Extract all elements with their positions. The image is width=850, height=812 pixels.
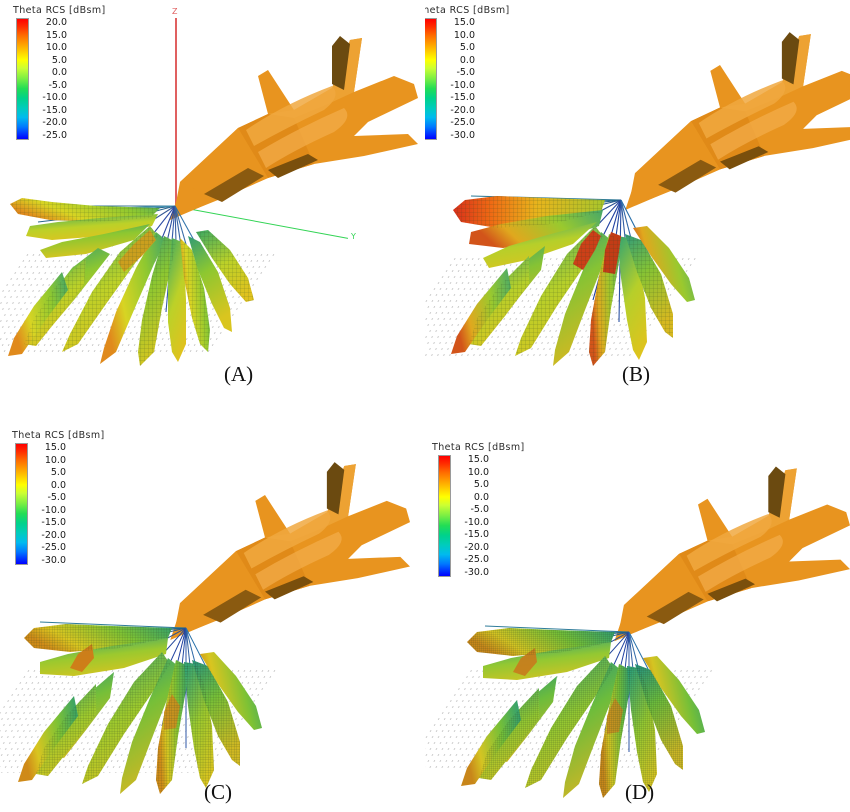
scene-c xyxy=(0,406,425,812)
panel-caption-d: (D) xyxy=(625,780,655,804)
axis-z-a xyxy=(175,18,177,208)
tick: -15.0 xyxy=(464,529,489,540)
colorbar-b: Theta RCS [dBsm] 15.0 10.0 5.0 0.0 -5.0 … xyxy=(425,5,510,140)
tick: -15.0 xyxy=(450,92,475,103)
colorbar-gradient xyxy=(438,455,451,577)
tick: 20.0 xyxy=(45,17,67,28)
tick: -5.0 xyxy=(48,79,67,91)
colorbar-title: Theta RCS [dBsm] xyxy=(13,5,106,16)
tick: -5.0 xyxy=(47,492,66,503)
tick: 10.0 xyxy=(44,454,66,466)
colorbar-gradient xyxy=(425,18,437,140)
tick: 0.0 xyxy=(473,491,489,503)
colorbar-d: Theta RCS [dBsm] 15.0 10.0 5.0 0.0 -5.0 … xyxy=(432,442,525,577)
colorbar-title: Theta RCS [dBsm] xyxy=(432,442,525,453)
tick: 15.0 xyxy=(44,442,66,453)
rcs-lobe-field-d xyxy=(425,406,850,812)
panel-caption-b: (B) xyxy=(622,362,650,386)
tick: -10.0 xyxy=(450,79,475,91)
colorbar-title: Theta RCS [dBsm] xyxy=(12,430,105,441)
colorbar-title: Theta RCS [dBsm] xyxy=(425,5,510,16)
aircraft-model-a xyxy=(118,18,418,220)
tick: -30.0 xyxy=(450,129,475,141)
tick: -10.0 xyxy=(42,92,67,103)
scene-d xyxy=(425,406,850,812)
tick: -15.0 xyxy=(42,104,67,116)
tick: -25.0 xyxy=(464,554,489,565)
tick: -30.0 xyxy=(464,566,489,578)
tick: 5.0 xyxy=(473,479,489,490)
tick: -5.0 xyxy=(470,504,489,515)
colorbar-gradient xyxy=(15,443,28,565)
tick: -10.0 xyxy=(41,504,66,516)
panel-caption-a: (A) xyxy=(224,362,254,386)
tick: -20.0 xyxy=(42,117,67,128)
tick: 5.0 xyxy=(50,467,66,478)
panel-d: Theta RCS [dBsm] 15.0 10.0 5.0 0.0 -5.0 … xyxy=(425,406,850,812)
rcs-lobe-field-c xyxy=(0,406,425,812)
rcs-lobe-field-b xyxy=(425,0,850,406)
colorbar-tick-labels: 20.0 15.0 10.0 5.0 0.0 -5.0 -10.0 -15.0 … xyxy=(33,18,67,140)
colorbar-tick-labels: 15.0 10.0 5.0 0.0 -5.0 -10.0 -15.0 -20.0… xyxy=(441,18,475,140)
axis-z-label: Z xyxy=(172,7,178,16)
tick: 15.0 xyxy=(45,29,67,41)
tick: -10.0 xyxy=(464,516,489,528)
tick: -5.0 xyxy=(456,67,475,78)
colorbar-tick-labels: 15.0 10.0 5.0 0.0 -5.0 -10.0 -15.0 -20.0… xyxy=(455,455,489,577)
scene-a: Z Y xyxy=(0,0,425,406)
tick: -30.0 xyxy=(41,554,66,566)
tick: -15.0 xyxy=(41,517,66,528)
tick: -25.0 xyxy=(42,129,67,141)
tick: 5.0 xyxy=(51,54,67,66)
tick: -20.0 xyxy=(450,104,475,116)
tick: 10.0 xyxy=(453,29,475,41)
aircraft-model-d xyxy=(565,448,850,642)
tick: 5.0 xyxy=(459,42,475,53)
tick: -20.0 xyxy=(41,529,66,541)
tick: 0.0 xyxy=(51,67,67,78)
colorbar-tick-labels: 15.0 10.0 5.0 0.0 -5.0 -10.0 -15.0 -20.0… xyxy=(32,443,66,565)
colorbar-gradient xyxy=(16,18,29,140)
colorbar-c: Theta RCS [dBsm] 15.0 10.0 5.0 0.0 -5.0 … xyxy=(12,430,105,565)
panel-c: Theta RCS [dBsm] 15.0 10.0 5.0 0.0 -5.0 … xyxy=(0,406,425,812)
tick: 15.0 xyxy=(467,454,489,465)
rcs-lobe-field-a xyxy=(0,0,425,406)
colorbar-a: Theta RCS [dBsm] 20.0 15.0 10.0 5.0 0.0 … xyxy=(13,5,106,140)
panel-caption-c: (C) xyxy=(204,780,232,804)
tick: 0.0 xyxy=(50,479,66,491)
tick: 10.0 xyxy=(45,42,67,53)
aircraft-model-c xyxy=(120,444,410,641)
tick: 0.0 xyxy=(459,54,475,66)
tick: -20.0 xyxy=(464,541,489,553)
scene-b xyxy=(425,0,850,406)
tick: 15.0 xyxy=(453,17,475,28)
tick: -25.0 xyxy=(450,117,475,128)
panel-b: Theta RCS [dBsm] 15.0 10.0 5.0 0.0 -5.0 … xyxy=(425,0,850,406)
tick: -25.0 xyxy=(41,542,66,553)
panel-a: Z Y xyxy=(0,0,425,406)
aircraft-model-b xyxy=(575,14,850,211)
axis-y-label: Y xyxy=(351,232,356,241)
tick: 10.0 xyxy=(467,466,489,478)
